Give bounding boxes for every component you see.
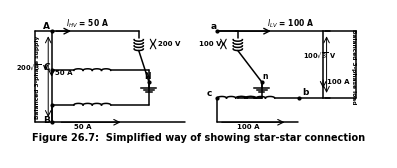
- Text: Balanced 3-phase supply: Balanced 3-phase supply: [35, 36, 40, 119]
- Text: $I_{HV}$ = 50 A: $I_{HV}$ = 50 A: [66, 17, 109, 30]
- Text: 100$\sqrt{3}$ V: 100$\sqrt{3}$ V: [303, 50, 336, 60]
- Text: N: N: [144, 72, 150, 81]
- Text: 200 V: 200 V: [158, 41, 180, 47]
- Text: Figure 26.7:  Simplified way of showing star-star connection: Figure 26.7: Simplified way of showing s…: [32, 133, 365, 143]
- Text: c: c: [207, 89, 212, 98]
- Text: 100 V: 100 V: [198, 41, 221, 47]
- Text: B: B: [43, 116, 50, 125]
- Text: 100 A: 100 A: [237, 124, 259, 130]
- Text: a: a: [211, 22, 217, 31]
- Text: b: b: [303, 88, 309, 97]
- Text: $I_{LV}$ = 100 A: $I_{LV}$ = 100 A: [267, 17, 314, 30]
- Text: 50 A: 50 A: [55, 70, 73, 76]
- Text: 200$\sqrt{3}$ V: 200$\sqrt{3}$ V: [16, 62, 50, 72]
- Text: A: A: [43, 22, 50, 31]
- Text: n: n: [262, 72, 268, 81]
- Text: 100 A: 100 A: [327, 79, 349, 85]
- Text: Balanced 3-phase load: Balanced 3-phase load: [351, 29, 357, 105]
- Text: 50 A: 50 A: [73, 124, 91, 130]
- Text: C: C: [43, 63, 50, 72]
